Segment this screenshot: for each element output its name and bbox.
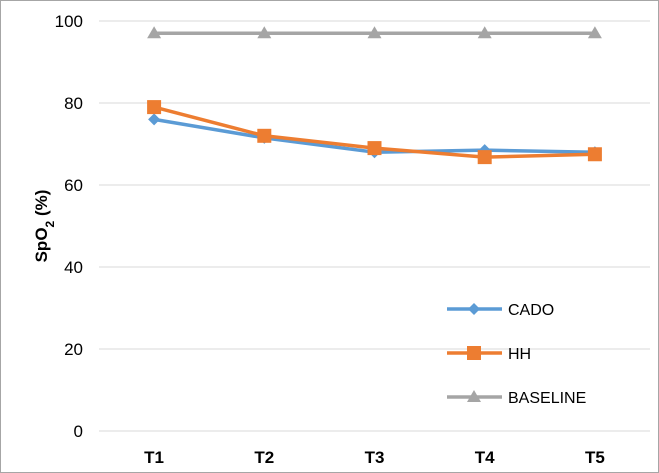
data-point-hh <box>477 150 492 165</box>
legend-marker-cado <box>468 303 480 315</box>
data-point-hh <box>257 128 272 143</box>
data-point-baseline <box>257 26 272 39</box>
data-point-hh <box>147 100 162 115</box>
legend-item-baseline: BASELINE <box>447 390 586 407</box>
legend-label-hh: HH <box>508 346 531 363</box>
y-tick-label: 20 <box>64 340 83 359</box>
data-point-baseline <box>367 26 382 39</box>
data-point-baseline <box>587 26 602 39</box>
data-point-hh <box>587 147 602 162</box>
legend: CADO HH BASELINE <box>447 302 586 407</box>
y-tick-label: 60 <box>64 176 83 195</box>
y-tick-label: 0 <box>74 422 83 441</box>
series-hh <box>147 100 602 165</box>
data-point-baseline <box>147 26 162 39</box>
x-axis-ticks: T1 T2 T3 T4 T5 <box>144 448 605 467</box>
y-axis-ticks: 0 20 40 60 80 100 <box>55 12 83 441</box>
y-tick-label: 100 <box>55 12 83 31</box>
x-tick-label: T3 <box>365 448 385 467</box>
legend-label-cado: CADO <box>508 302 554 319</box>
data-point-hh <box>367 141 382 156</box>
gridlines <box>99 20 650 432</box>
x-tick-label: T2 <box>254 448 274 467</box>
data-point-cado <box>148 113 161 126</box>
x-tick-label: T4 <box>475 448 495 467</box>
legend-item-hh: HH <box>447 346 531 363</box>
legend-marker-hh <box>467 346 481 360</box>
y-axis-label: SpO2 (%) <box>32 190 57 263</box>
y-tick-label: 40 <box>64 258 83 277</box>
y-tick-label: 80 <box>64 94 83 113</box>
series-layer <box>147 26 602 165</box>
legend-label-baseline: BASELINE <box>508 390 586 407</box>
legend-item-cado: CADO <box>447 302 554 319</box>
x-tick-label: T1 <box>144 448 164 467</box>
data-point-baseline <box>477 26 492 39</box>
x-tick-label: T5 <box>585 448 605 467</box>
legend-marker-baseline <box>467 390 481 402</box>
series-baseline <box>147 26 602 39</box>
